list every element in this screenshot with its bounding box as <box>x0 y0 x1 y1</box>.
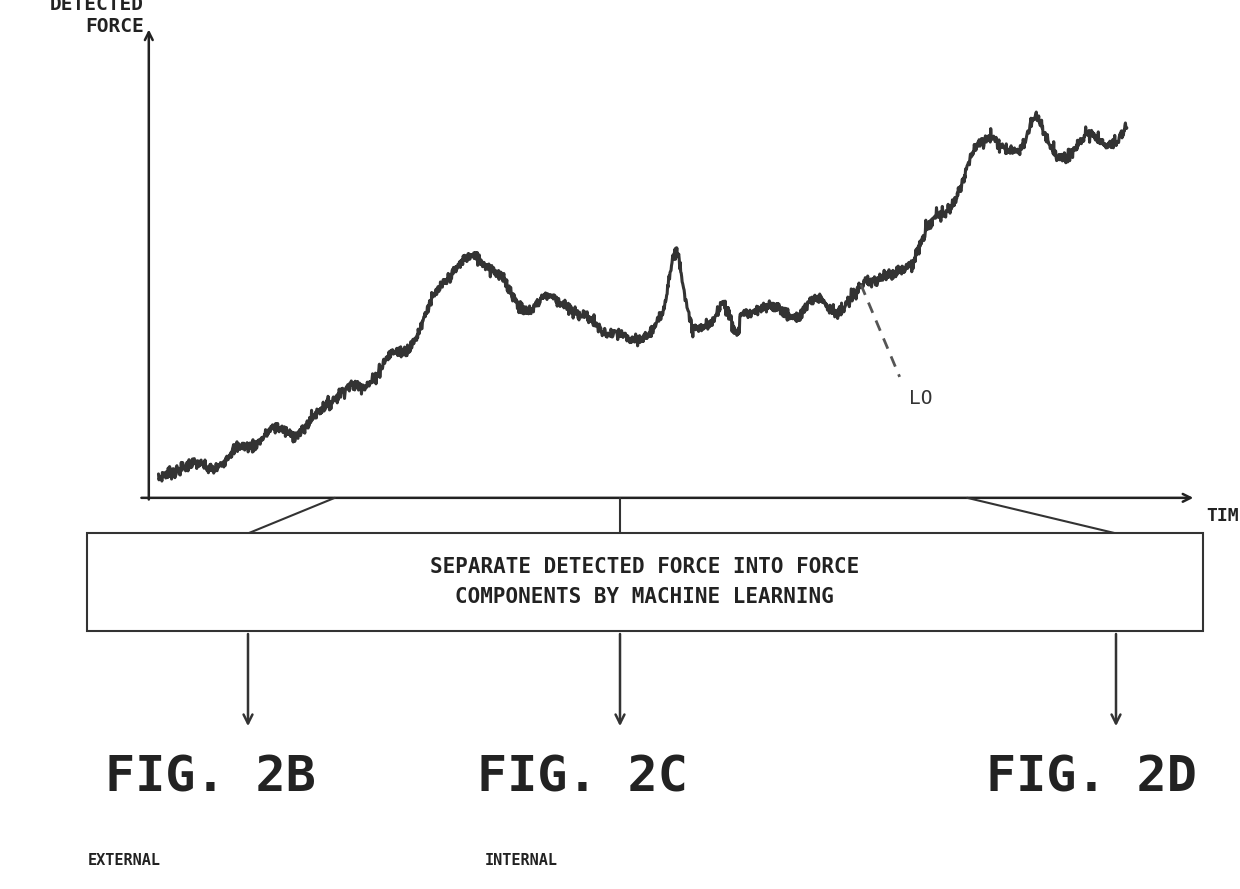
Text: FIG. 2D: FIG. 2D <box>986 754 1197 802</box>
Text: EXTERNAL: EXTERNAL <box>88 853 160 868</box>
Text: LO: LO <box>909 389 932 408</box>
Text: FIG. 2B: FIG. 2B <box>105 754 316 802</box>
Bar <box>87 533 1203 631</box>
Text: TIME: TIME <box>1207 507 1240 525</box>
Text: INTERNAL: INTERNAL <box>485 853 557 868</box>
Text: DETECTED
FORCE: DETECTED FORCE <box>50 0 144 36</box>
Text: FIG. 2C: FIG. 2C <box>477 754 688 802</box>
Text: SEPARATE DETECTED FORCE INTO FORCE
COMPONENTS BY MACHINE LEARNING: SEPARATE DETECTED FORCE INTO FORCE COMPO… <box>430 557 859 607</box>
